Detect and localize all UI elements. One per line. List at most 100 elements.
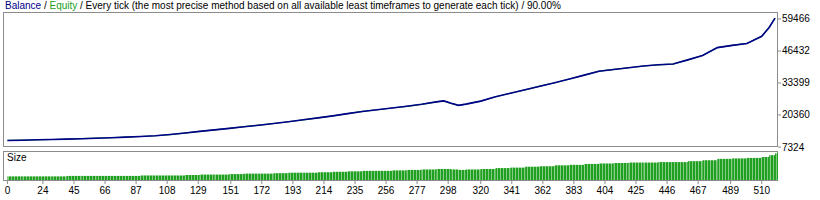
size-bar [451, 169, 458, 181]
header-part: Equity [49, 0, 77, 11]
x-tick [7, 181, 8, 184]
x-tick [698, 181, 699, 184]
size-bar [584, 164, 599, 181]
header-part: Balance [5, 0, 42, 11]
x-tick-label: 383 [566, 185, 583, 196]
x-tick-label: 510 [753, 185, 770, 196]
x-tick-label: 235 [347, 185, 364, 196]
x-tick [136, 181, 137, 184]
size-bar [303, 173, 318, 181]
size-bar [333, 172, 348, 181]
x-tick-label: 489 [722, 185, 739, 196]
size-bar [422, 169, 437, 181]
size-bar [288, 173, 303, 181]
x-tick-label: 425 [628, 185, 645, 196]
x-tick [636, 181, 637, 184]
x-tick [573, 181, 574, 184]
y-tick-label: 46432 [782, 45, 810, 56]
size-bar [436, 169, 443, 181]
x-tick [448, 181, 449, 184]
size-bar [569, 165, 584, 181]
x-tick [105, 181, 106, 184]
size-bar [673, 162, 688, 181]
size-bar [658, 162, 673, 181]
size-bar [392, 170, 407, 181]
size-bar [629, 163, 644, 181]
y-tick-label: 7324 [782, 142, 805, 153]
size-bar [599, 163, 614, 181]
size-bar [244, 174, 259, 181]
y-tick [778, 18, 781, 19]
size-frame [4, 152, 778, 181]
x-tick-label: 298 [440, 185, 457, 196]
x-tick-label: 129 [190, 185, 207, 196]
x-tick-label: 87 [131, 185, 143, 196]
size-bar [732, 158, 747, 181]
x-tick [42, 181, 43, 184]
size-bar [459, 170, 466, 181]
x-tick-label: 404 [597, 185, 614, 196]
size-bar [407, 170, 422, 181]
x-tick-label: 446 [659, 185, 676, 196]
x-tick [542, 181, 543, 184]
y-tick-label: 33399 [782, 77, 810, 88]
x-tick-label: 193 [285, 185, 302, 196]
x-tick-label: 341 [503, 185, 520, 196]
x-tick-label: 362 [534, 185, 551, 196]
x-tick [386, 181, 387, 184]
size-bar [614, 163, 629, 181]
size-bar [540, 166, 555, 181]
x-tick [511, 181, 512, 184]
size-bar [762, 157, 769, 181]
size-bar [259, 174, 274, 181]
x-tick-label: 151 [222, 185, 239, 196]
x-tick-label: 320 [472, 185, 489, 196]
x-tick [261, 181, 262, 184]
x-tick-label: 277 [409, 185, 426, 196]
x-tick-label: 108 [159, 185, 176, 196]
header-part: / Every tick (the most precise method ba… [80, 0, 561, 11]
size-bar [377, 171, 392, 181]
x-tick-label: 0 [5, 185, 11, 196]
x-tick [198, 181, 199, 184]
x-tick [292, 181, 293, 184]
x-tick-label: 256 [378, 185, 395, 196]
size-bar [510, 168, 525, 181]
x-tick [761, 181, 762, 184]
size-bar [525, 167, 540, 181]
size-bar [688, 161, 703, 181]
x-tick-label: 24 [37, 185, 49, 196]
chart-root: Balance / Equity / Every tick (the most … [0, 0, 820, 200]
size-bar [348, 171, 363, 181]
x-tick [667, 181, 668, 184]
size-bar [643, 163, 658, 181]
series-line [7, 18, 775, 140]
size-bar [496, 168, 511, 181]
x-tick [604, 181, 605, 184]
x-tick [73, 181, 74, 184]
y-tick-label: 59466 [782, 13, 810, 24]
x-tick-label: 467 [690, 185, 707, 196]
x-tick [167, 181, 168, 184]
header: Balance / Equity / Every tick (the most … [5, 0, 561, 11]
x-tick [417, 181, 418, 184]
bar-group [7, 153, 778, 181]
header-part: / [44, 0, 47, 11]
size-bar [703, 160, 718, 181]
plot-frame [4, 13, 778, 147]
x-tick-label: 172 [253, 185, 270, 196]
size-bar [769, 155, 775, 181]
size-bar [717, 159, 732, 181]
panel-title: Size [7, 152, 27, 163]
x-tick-label: 66 [99, 185, 111, 196]
x-tick [323, 181, 324, 184]
series-group [7, 18, 775, 140]
size-bar [274, 173, 289, 181]
y-tick [778, 50, 781, 51]
size-bar [466, 169, 481, 181]
size-bar [362, 171, 377, 181]
x-tick [355, 181, 356, 184]
x-tick [730, 181, 731, 184]
y-tick [778, 82, 781, 83]
size-bar [318, 172, 333, 181]
